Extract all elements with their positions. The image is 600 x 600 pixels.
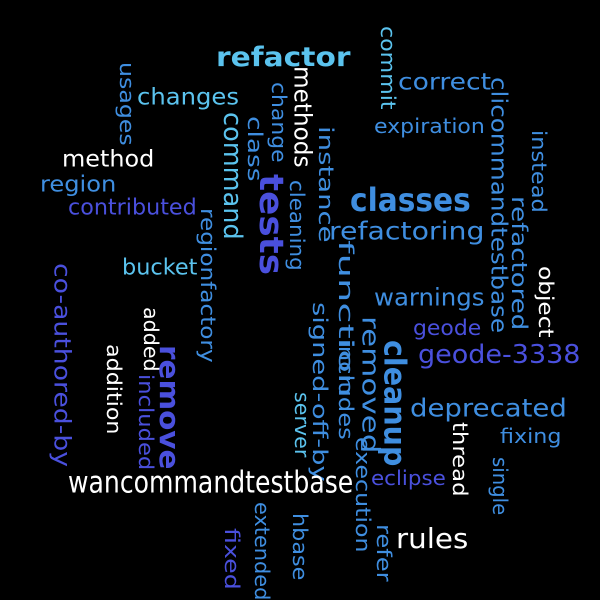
word: deprecated (410, 392, 567, 423)
word: refactored (506, 196, 533, 331)
word: refactor (216, 40, 351, 73)
word: extended (250, 502, 274, 600)
word: fixing (500, 424, 562, 448)
word: single (488, 457, 512, 516)
word: object (534, 266, 558, 338)
word: cleanup (377, 340, 413, 467)
word: method (62, 144, 155, 173)
word: bucket (122, 253, 198, 281)
word: classes (350, 180, 471, 220)
word: correct (398, 67, 492, 96)
word: class (243, 116, 267, 182)
word: cleaning (285, 180, 309, 271)
word: thread (448, 422, 472, 497)
word: server (290, 392, 314, 458)
word: wancommandtestbase (68, 464, 354, 500)
word: regionfactory (196, 208, 220, 363)
word: execution (351, 437, 375, 553)
word: hbase (288, 513, 312, 581)
word: tests (251, 174, 292, 276)
word: region (40, 170, 117, 198)
word: changes (137, 82, 240, 111)
word: addition (102, 344, 126, 435)
word: geode-3338 (418, 338, 581, 370)
word: contributed (68, 193, 197, 221)
word: rules (396, 521, 469, 555)
word: change (267, 82, 291, 163)
word: refer (372, 524, 396, 582)
word: warnings (374, 282, 485, 312)
word: geode (413, 314, 482, 341)
word: fixed (220, 528, 244, 590)
word: includes (334, 339, 358, 440)
word: co-authored-by (48, 263, 77, 468)
word: methods (288, 66, 318, 168)
word: included (134, 374, 158, 471)
word: expiration (374, 114, 485, 138)
word: refactoring (329, 215, 485, 246)
word: eclipse (371, 466, 446, 490)
word: remove (153, 345, 187, 470)
word: usages (115, 62, 139, 146)
word: commit (376, 26, 400, 110)
